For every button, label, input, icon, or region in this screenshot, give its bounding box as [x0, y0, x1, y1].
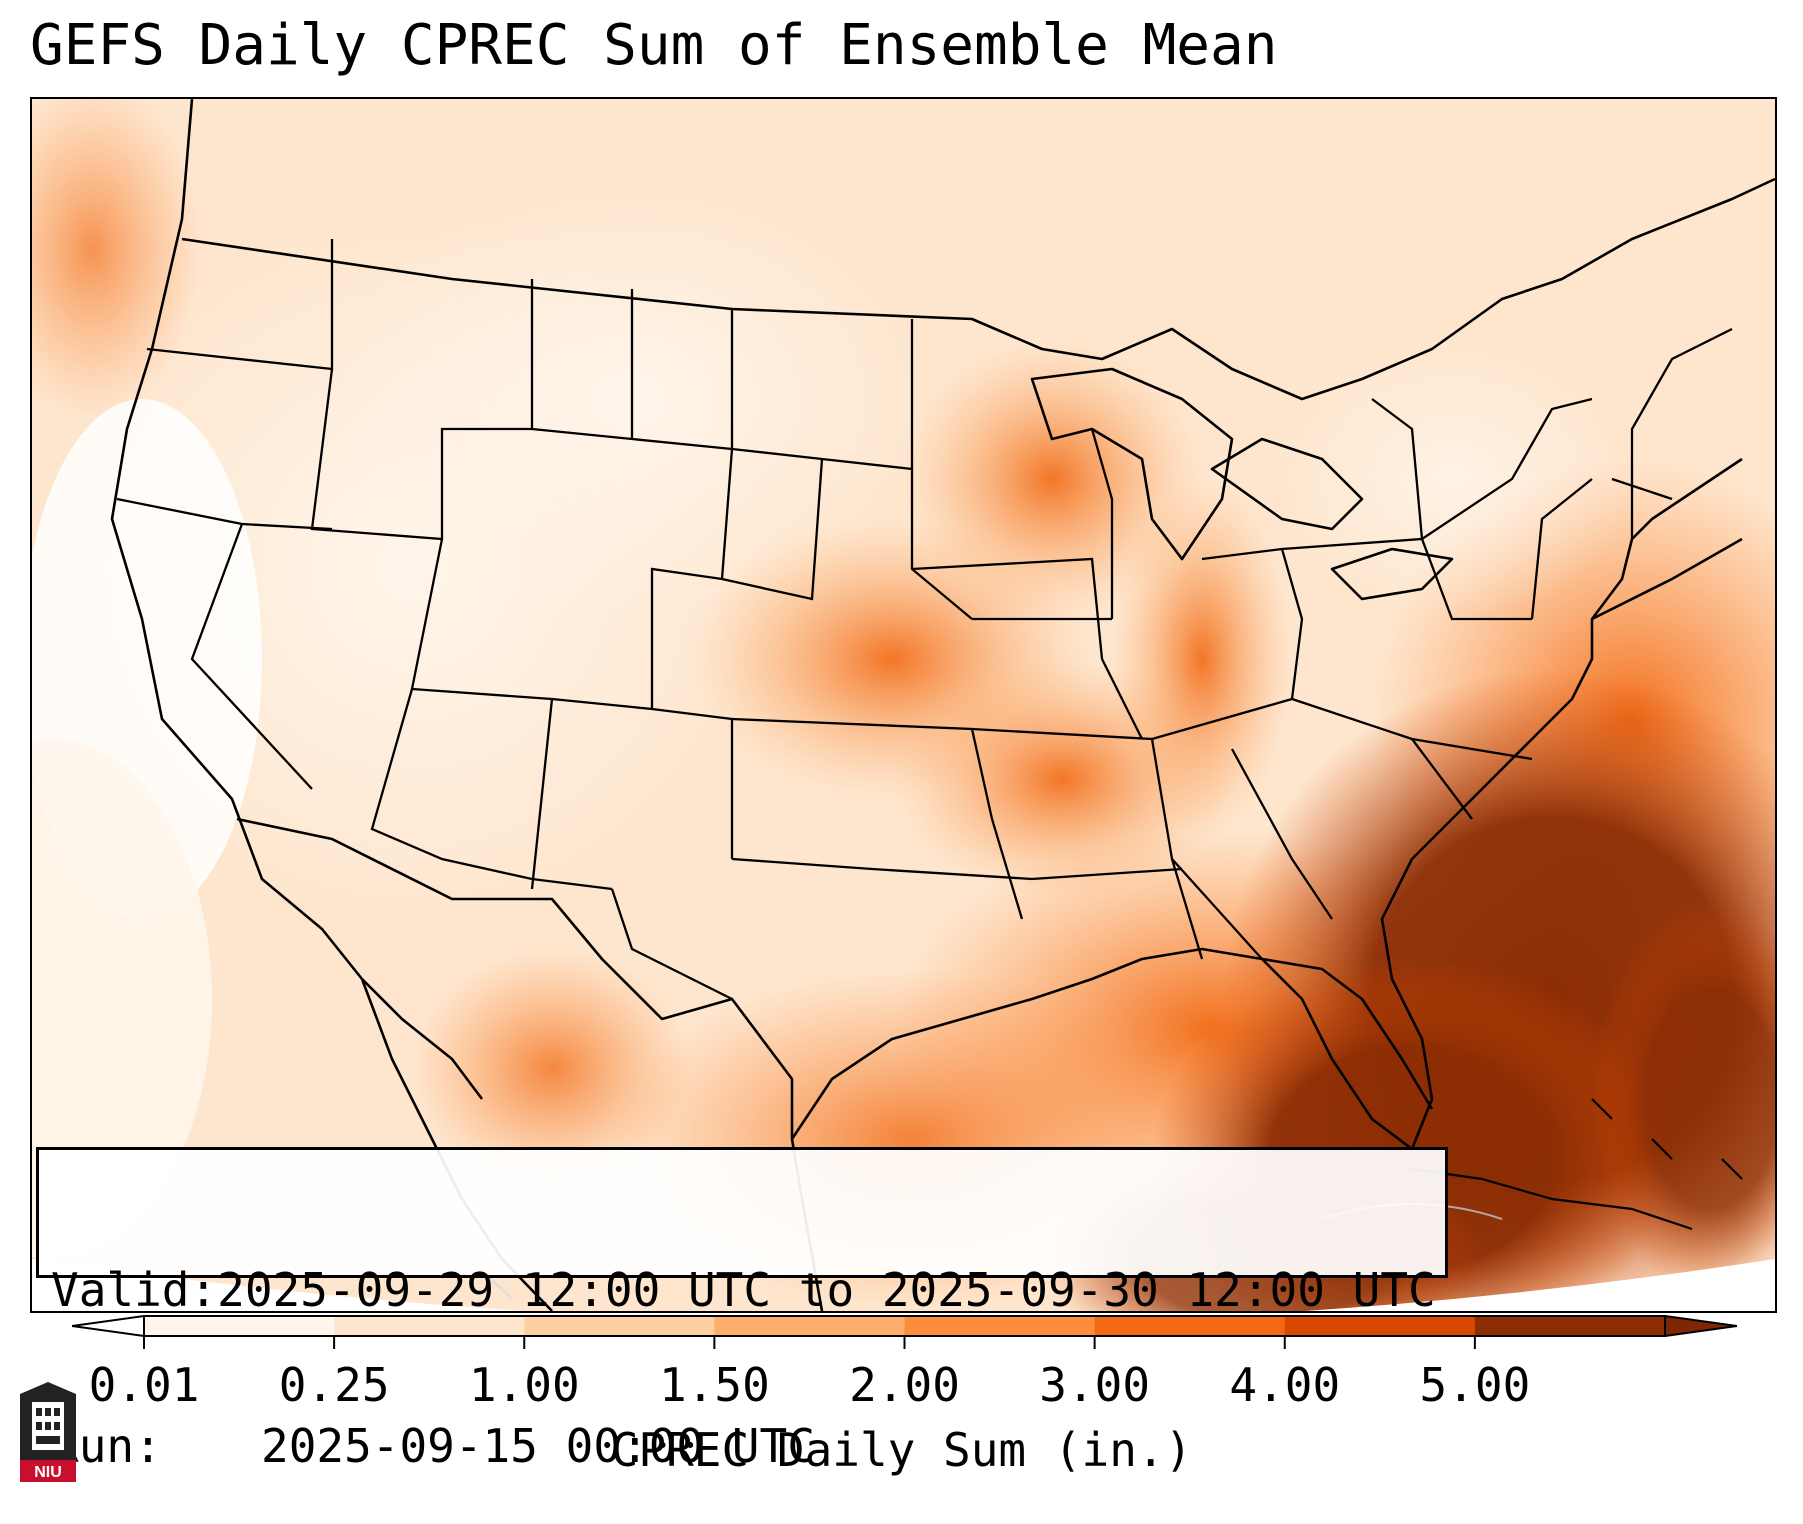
precip-field	[32, 99, 1775, 1311]
run-row: Run: 2025-09-15 00:00 UTC	[51, 1420, 1433, 1472]
colorbar-tick-label: 4.00	[1229, 1358, 1341, 1412]
colorbar-segment	[714, 1316, 905, 1336]
colorbar-tick-label: 1.50	[658, 1358, 770, 1412]
colorbar-segment	[904, 1316, 1096, 1336]
colorbar-over-arrow	[1664, 1315, 1737, 1337]
colorbar-segment	[1474, 1316, 1666, 1336]
colorbar-ticks	[143, 1337, 1476, 1349]
valid-value: 2025-09-29 12:00 UTC to 2025-09-30 12:00…	[217, 1263, 1436, 1317]
valid-row: Valid: 2025-09-29 12:00 UTC to 2025-09-30…	[51, 1263, 1436, 1317]
colorbar-segment	[334, 1316, 525, 1336]
colorbar-tick-label: 0.01	[88, 1358, 200, 1412]
precipitation-map	[30, 97, 1777, 1313]
colorbar-under-arrow	[72, 1315, 145, 1337]
colorbar-tick-label: 0.25	[278, 1358, 390, 1412]
colorbar-tick-label: 1.00	[468, 1358, 580, 1412]
niu-logo: NIU	[20, 1382, 76, 1482]
colorbar-segment	[524, 1316, 715, 1336]
state-borders	[116, 239, 1733, 1001]
colorbar-segment	[1284, 1316, 1476, 1336]
colorbar-segment	[144, 1316, 335, 1336]
chart-title: GEFS Daily CPREC Sum of Ensemble Mean	[30, 13, 1278, 78]
valid-label: Valid:	[51, 1263, 218, 1317]
run-value: 2025-09-15 00:00 UTC	[261, 1419, 815, 1473]
colorbar	[72, 1315, 1737, 1337]
colorbar-tick-label: 5.00	[1419, 1358, 1531, 1412]
svg-text:NIU: NIU	[34, 1464, 62, 1481]
validity-info-box: Valid: 2025-09-29 12:00 UTC to 2025-09-30…	[36, 1147, 1448, 1472]
colorbar-segment	[1094, 1316, 1286, 1336]
colorbar-title: CPREC Daily Sum (in.)	[610, 1423, 1193, 1477]
colorbar-tick-label: 2.00	[849, 1358, 960, 1412]
map-canvas	[32, 99, 1775, 1311]
colorbar-tick-label: 3.00	[1039, 1358, 1151, 1412]
colorbar-outline	[143, 1315, 1666, 1337]
